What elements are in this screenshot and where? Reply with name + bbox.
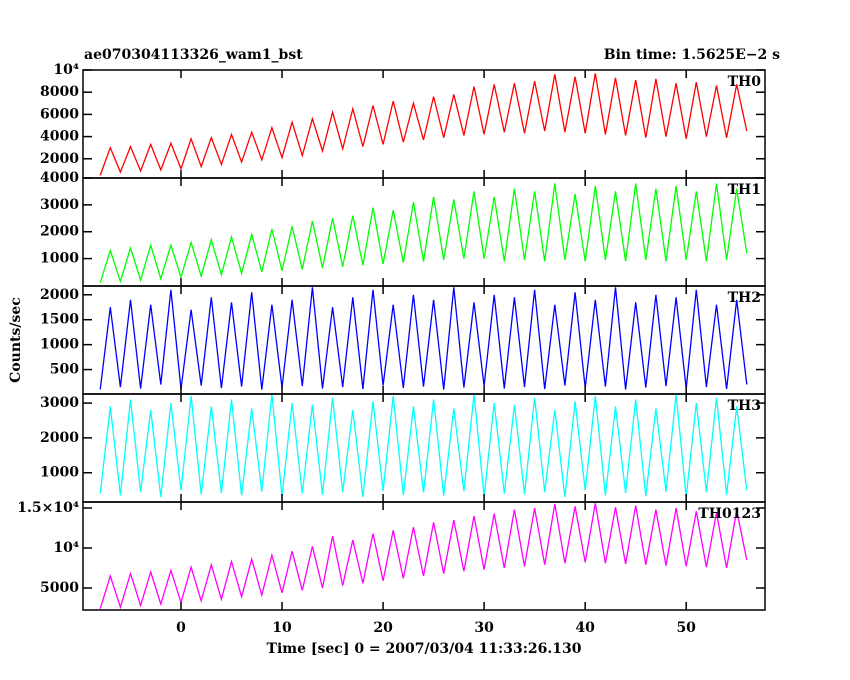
y-tick-label: 2000 bbox=[40, 430, 79, 446]
y-axis-label: Counts/sec bbox=[8, 297, 24, 383]
panel-label: TH1 bbox=[728, 182, 761, 198]
y-tick-label: 1.5×10⁴ bbox=[17, 500, 79, 516]
panel-frame bbox=[82, 501, 766, 611]
y-tick-label: 1000 bbox=[40, 251, 79, 267]
y-tick-label: 2000 bbox=[40, 224, 79, 240]
y-tick-label: 2000 bbox=[40, 151, 79, 167]
y-tick-label: 500 bbox=[50, 362, 79, 378]
light-curve bbox=[99, 394, 748, 498]
panel-label: TH2 bbox=[728, 290, 761, 306]
chart-title: ae070304113326_wam1_bst bbox=[84, 47, 303, 63]
light-curve bbox=[99, 287, 748, 390]
y-tick-label: 3000 bbox=[40, 197, 79, 213]
x-tick-label: 30 bbox=[474, 620, 494, 636]
y-tick-label: 4000 bbox=[40, 170, 79, 186]
x-tick-label: 40 bbox=[575, 620, 595, 636]
y-tick-label: 1500 bbox=[40, 312, 79, 328]
panel-label: TH0 bbox=[728, 74, 762, 90]
y-tick-label: 8000 bbox=[40, 84, 79, 100]
y-tick-label: 3000 bbox=[40, 395, 79, 411]
x-tick-label: 50 bbox=[676, 620, 696, 636]
panel-label: TH0123 bbox=[698, 506, 761, 522]
x-axis-label: Time [sec] 0 = 2007/03/04 11:33:26.130 bbox=[267, 641, 582, 657]
y-tick-label: 6000 bbox=[40, 106, 79, 122]
y-tick-label: 1000 bbox=[40, 465, 79, 481]
x-tick-label: 10 bbox=[272, 620, 292, 636]
y-tick-label: 1000 bbox=[40, 337, 79, 353]
y-tick-label: 4000 bbox=[40, 129, 79, 145]
y-tick-label: 5000 bbox=[40, 580, 79, 596]
y-tick-label: 10⁴ bbox=[53, 62, 79, 78]
x-tick-label: 0 bbox=[176, 620, 186, 636]
light-curve bbox=[99, 503, 748, 610]
x-tick-label: 20 bbox=[373, 620, 393, 636]
bin-time: Bin time: 1.5625E−2 s bbox=[604, 47, 780, 63]
light-curve bbox=[99, 73, 748, 176]
y-tick-label: 2000 bbox=[40, 287, 79, 303]
light-curve bbox=[99, 183, 748, 284]
panel-label: TH3 bbox=[728, 398, 761, 414]
y-tick-label: 10⁴ bbox=[53, 540, 79, 556]
